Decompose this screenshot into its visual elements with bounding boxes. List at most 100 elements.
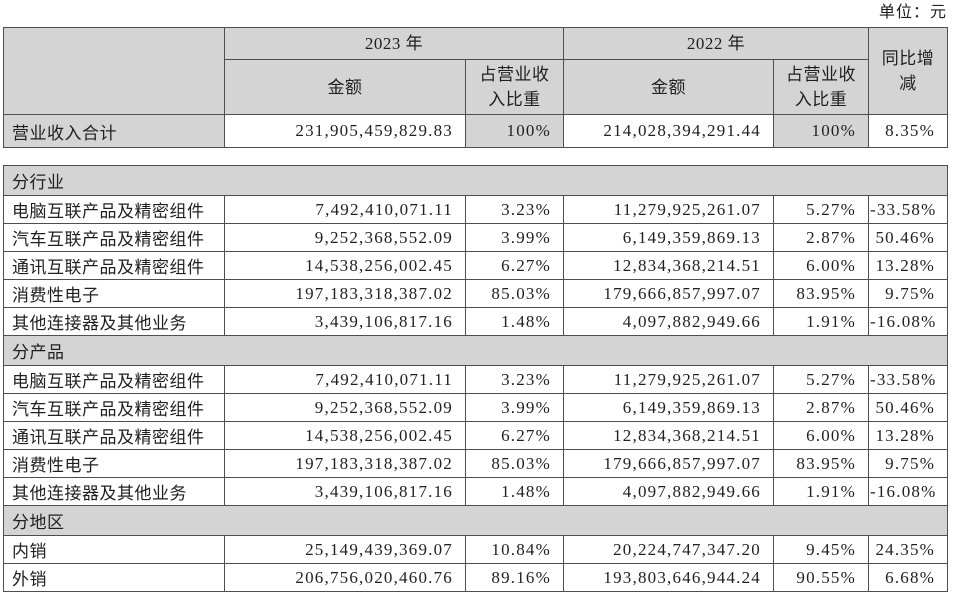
section-title: 分地区 — [2, 505, 949, 536]
yoy-change: 50.46% — [867, 223, 949, 252]
amount-2022: 4,097,882,949.66 — [563, 307, 774, 336]
table-row: 汽车互联产品及精密组件 9,252,368,552.09 3.99% 6,149… — [3, 393, 949, 422]
total-pct-2022: 100% — [773, 114, 869, 148]
amount-2023: 14,538,256,002.45 — [224, 251, 466, 280]
pct-2022: 5.27% — [773, 195, 869, 224]
yoy-change: -33.58% — [867, 365, 949, 394]
pct-2022: 2.87% — [773, 223, 869, 252]
header-yoy-change: 同比增减 — [868, 27, 948, 115]
section-header-by-region: 分地区 — [2, 505, 949, 536]
header-row-years: 2023 年 2022 年 同比增减 — [3, 27, 948, 115]
row-label: 通讯互联产品及精密组件 — [3, 251, 225, 280]
amount-2023: 9,252,368,552.09 — [224, 393, 466, 422]
amount-2022: 6,149,359,869.13 — [563, 223, 774, 252]
pct-2022: 83.95% — [773, 449, 869, 478]
header-year-2023: 2023 年 — [224, 27, 564, 60]
table-row: 消费性电子 197,183,318,387.02 85.03% 179,666,… — [3, 279, 949, 308]
row-label: 电脑互联产品及精密组件 — [3, 365, 225, 394]
header-pct-2022: 占营业收入比重 — [773, 59, 869, 115]
header-amount-2022: 金额 — [563, 59, 774, 115]
row-label: 通讯互联产品及精密组件 — [3, 421, 225, 450]
amount-2022: 11,279,925,261.07 — [563, 195, 774, 224]
amount-2022: 4,097,882,949.66 — [563, 477, 774, 506]
amount-2022: 179,666,857,997.07 — [563, 279, 774, 308]
row-label: 外销 — [3, 563, 225, 592]
amount-2022: 12,834,368,214.51 — [563, 421, 774, 450]
pct-2023: 85.03% — [465, 279, 564, 308]
header-empty-cell — [3, 27, 225, 115]
header-row-metrics: 金额 占营业收入比重 金额 占营业收入比重 — [4, 59, 948, 115]
revenue-breakdown-table: 分行业 电脑互联产品及精密组件 7,492,410,071.11 3.23% 1… — [2, 165, 949, 592]
yoy-change: 50.46% — [867, 393, 949, 422]
table-row: 消费性电子 197,183,318,387.02 85.03% 179,666,… — [3, 449, 949, 478]
pct-2023: 1.48% — [465, 477, 564, 506]
pct-2023: 3.23% — [465, 365, 564, 394]
amount-2023: 3,439,106,817.16 — [224, 477, 466, 506]
pct-2022: 6.00% — [773, 251, 869, 280]
total-yoy-change: 8.35% — [868, 114, 948, 148]
amount-2023: 3,439,106,817.16 — [224, 307, 466, 336]
row-label: 汽车互联产品及精密组件 — [3, 393, 225, 422]
yoy-change: 13.28% — [867, 421, 949, 450]
pct-2023: 10.84% — [465, 535, 564, 564]
header-year-2022: 2022 年 — [563, 27, 869, 60]
amount-2023: 197,183,318,387.02 — [224, 279, 466, 308]
pct-2023: 3.99% — [465, 393, 564, 422]
header-pct-2023: 占营业收入比重 — [465, 59, 564, 115]
yoy-change: 9.75% — [867, 279, 949, 308]
table-row: 内销 25,149,439,369.07 10.84% 20,224,747,3… — [3, 535, 949, 564]
amount-2023: 197,183,318,387.02 — [224, 449, 466, 478]
yoy-change: -16.08% — [867, 477, 949, 506]
yoy-change: 24.35% — [867, 535, 949, 564]
amount-2022: 193,803,646,944.24 — [563, 563, 774, 592]
amount-2022: 11,279,925,261.07 — [563, 365, 774, 394]
unit-label: 单位：元 — [878, 4, 947, 21]
table-row: 汽车互联产品及精密组件 9,252,368,552.09 3.99% 6,149… — [3, 223, 949, 252]
row-label: 其他连接器及其他业务 — [3, 307, 225, 336]
amount-2023: 14,538,256,002.45 — [224, 421, 466, 450]
section-header-by-industry: 分行业 — [2, 165, 949, 196]
pct-2022: 6.00% — [773, 421, 869, 450]
pct-2023: 89.16% — [465, 563, 564, 592]
pct-2023: 3.23% — [465, 195, 564, 224]
amount-2022: 179,666,857,997.07 — [563, 449, 774, 478]
total-row-label: 营业收入合计 — [3, 114, 225, 148]
total-pct-2023: 100% — [465, 114, 564, 148]
pct-2022: 1.91% — [773, 307, 869, 336]
amount-2022: 6,149,359,869.13 — [563, 393, 774, 422]
pct-2022: 1.91% — [773, 477, 869, 506]
pct-2023: 6.27% — [465, 421, 564, 450]
row-label: 电脑互联产品及精密组件 — [3, 195, 225, 224]
yoy-change: -16.08% — [867, 307, 949, 336]
pct-2023: 1.48% — [465, 307, 564, 336]
total-amount-2023: 231,905,459,829.83 — [224, 114, 466, 148]
yoy-change: 6.68% — [867, 563, 949, 592]
yoy-change: 9.75% — [867, 449, 949, 478]
pct-2022: 83.95% — [773, 279, 869, 308]
revenue-summary-table: 2023 年 2022 年 同比增减 金额 占营业收入比重 金额 占营业收入比重… — [3, 27, 948, 148]
pct-2022: 90.55% — [773, 563, 869, 592]
pct-2023: 85.03% — [465, 449, 564, 478]
table-row: 通讯互联产品及精密组件 14,538,256,002.45 6.27% 12,8… — [3, 251, 949, 280]
section-title: 分行业 — [2, 165, 949, 196]
total-amount-2022: 214,028,394,291.44 — [563, 114, 774, 148]
pct-2022: 5.27% — [773, 365, 869, 394]
table-row: 其他连接器及其他业务 3,439,106,817.16 1.48% 4,097,… — [3, 307, 949, 336]
amount-2023: 25,149,439,369.07 — [224, 535, 466, 564]
table-row: 其他连接器及其他业务 3,439,106,817.16 1.48% 4,097,… — [3, 477, 949, 506]
pct-2023: 3.99% — [465, 223, 564, 252]
section-header-by-product: 分产品 — [2, 335, 949, 366]
table-row: 电脑互联产品及精密组件 7,492,410,071.11 3.23% 11,27… — [3, 195, 949, 224]
amount-2023: 9,252,368,552.09 — [224, 223, 466, 252]
total-revenue-row: 营业收入合计 231,905,459,829.83 100% 214,028,3… — [3, 114, 948, 148]
table-row: 外销 206,756,020,460.76 89.16% 193,803,646… — [3, 563, 949, 592]
pct-2022: 9.45% — [773, 535, 869, 564]
amount-2023: 7,492,410,071.11 — [224, 195, 466, 224]
table-row: 通讯互联产品及精密组件 14,538,256,002.45 6.27% 12,8… — [3, 421, 949, 450]
row-label: 汽车互联产品及精密组件 — [3, 223, 225, 252]
yoy-change: -33.58% — [867, 195, 949, 224]
row-label: 消费性电子 — [3, 279, 225, 308]
row-label: 其他连接器及其他业务 — [3, 477, 225, 506]
section-title: 分产品 — [2, 335, 949, 366]
amount-2023: 206,756,020,460.76 — [224, 563, 466, 592]
